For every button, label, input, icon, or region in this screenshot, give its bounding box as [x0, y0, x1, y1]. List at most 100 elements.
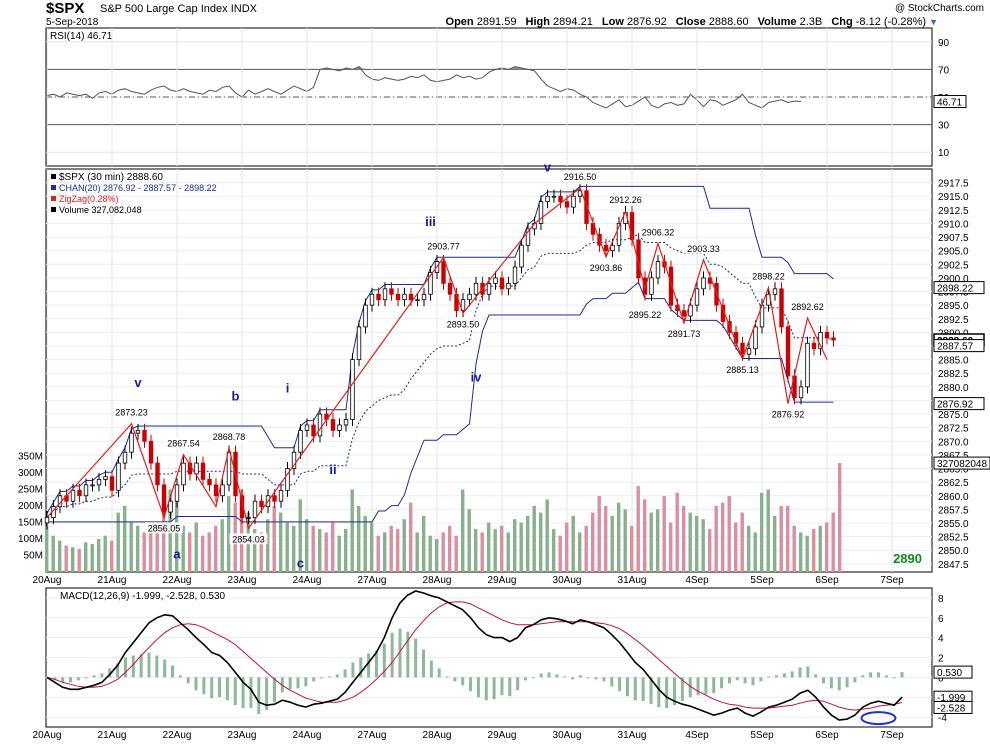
change-down-icon[interactable]: ▼ — [929, 17, 938, 27]
volume-tick-label: 100M — [18, 534, 43, 545]
volume-tick-label: 300M — [18, 468, 43, 479]
price-tick-label: 2860.0 — [938, 492, 969, 503]
macd-hist-bar — [335, 674, 339, 678]
candle-body — [441, 261, 446, 284]
volume-bar — [324, 532, 328, 572]
macd-hist-bar — [186, 677, 190, 684]
price-legend-swatch — [51, 174, 56, 179]
volume-bar — [558, 535, 562, 572]
candle-body — [668, 266, 674, 306]
volume-tick-label: 200M — [18, 501, 43, 512]
volume-bar — [363, 515, 367, 572]
candle-body — [376, 293, 381, 301]
macd-hist-bar — [139, 654, 143, 678]
price-flag: 2898.22 — [937, 284, 974, 295]
macd-hist-bar — [555, 674, 559, 678]
candle-body — [90, 484, 95, 487]
macd-hist-bar — [767, 676, 771, 678]
volume-tick-label: 250M — [18, 485, 43, 496]
wave-label: i — [286, 380, 290, 395]
macd-hist-bar — [751, 677, 755, 686]
change-label: Chg — [831, 16, 853, 28]
price-legend-swatch — [51, 207, 56, 212]
candle-body — [356, 326, 362, 361]
volume-bar — [773, 515, 777, 572]
peak-label-bg — [769, 408, 807, 420]
macd-hist-bar — [618, 677, 622, 692]
volume-bar — [266, 519, 270, 572]
change-value: -8.12 (-0.28%) — [855, 16, 927, 28]
x-tick-label: 31Aug — [618, 575, 647, 586]
price-tick-label: 2850.0 — [938, 546, 969, 557]
price-flag-box — [933, 397, 985, 411]
macd-value-label: 0.530 — [937, 668, 962, 679]
x-tick-label: 22Aug — [163, 575, 192, 586]
candle-body — [746, 348, 752, 355]
volume-bar — [766, 489, 770, 572]
macd-hist-bar — [445, 676, 449, 678]
open-value: 2891.59 — [476, 16, 517, 28]
rsi-tick-label: 30 — [938, 121, 950, 132]
macd-x-tick-label: 31Aug — [618, 730, 647, 741]
candle-body — [610, 244, 615, 252]
candle-body — [96, 479, 102, 486]
volume-bar — [513, 519, 517, 572]
volume-bar — [123, 506, 127, 572]
price-tick-label: 2902.5 — [938, 260, 969, 271]
volume-bar — [350, 489, 354, 572]
volume-bar — [162, 512, 166, 572]
candle-body — [285, 468, 290, 491]
volume-bar — [643, 499, 647, 572]
candle-body — [493, 277, 498, 284]
macd-hist-bar — [422, 649, 426, 678]
macd-hist-bar — [210, 677, 214, 699]
macd-hist-bar — [845, 677, 849, 688]
macd-signal-line — [46, 601, 903, 711]
macd-tick-label: 8 — [938, 594, 944, 605]
price-tick-label: 2865.0 — [938, 465, 969, 476]
candle-body — [194, 462, 199, 475]
volume-bar — [149, 529, 153, 572]
x-tick-label: 5Sep — [750, 575, 774, 586]
price-legend-entry: Volume 327,082,048 — [59, 205, 142, 215]
peak-label: 2893.50 — [447, 319, 480, 329]
rsi-value-flag — [933, 95, 967, 109]
peak-label-bg — [210, 430, 248, 442]
macd-hist-bar — [578, 675, 582, 678]
macd-hist-bar — [743, 677, 747, 684]
x-tick-label: 28Aug — [423, 575, 452, 586]
macd-hist-bar — [249, 677, 253, 709]
volume-bar — [194, 522, 198, 572]
volume-bar — [532, 506, 536, 572]
macd-hist-bar — [837, 677, 841, 691]
ohlc-readout: Open 2891.59 High 2894.21 Low 2876.92 Cl… — [446, 16, 938, 28]
volume-bar — [402, 519, 406, 572]
macd-hist-bar — [900, 672, 904, 678]
price-tick-label: 2900.0 — [938, 274, 969, 285]
volume-bar — [714, 506, 718, 572]
candle-body — [402, 293, 407, 301]
volume-bar — [630, 525, 634, 572]
candle-body — [486, 282, 492, 295]
candle-body — [499, 277, 505, 290]
macd-hist-bar — [884, 675, 888, 678]
candle-body — [103, 476, 108, 480]
peak-label-bg — [684, 242, 723, 254]
volume-bar — [825, 522, 829, 572]
open-label: Open — [445, 16, 474, 28]
macd-hist-bar — [69, 677, 73, 683]
macd-value-label: -1.999 — [937, 693, 966, 704]
volume-bar — [84, 542, 88, 572]
peak-label: 2868.78 — [213, 432, 246, 442]
macd-hist-bar — [586, 677, 590, 679]
volume-bar — [292, 525, 296, 572]
macd-hist-bar — [116, 663, 120, 678]
candle-body — [44, 517, 50, 524]
macd-x-tick-label: 4Sep — [685, 730, 709, 741]
volume-bar — [318, 529, 322, 572]
candle-body — [122, 451, 128, 464]
macd-hist-bar — [704, 677, 708, 695]
volume-bar — [259, 532, 263, 572]
volume-bar — [779, 506, 783, 572]
